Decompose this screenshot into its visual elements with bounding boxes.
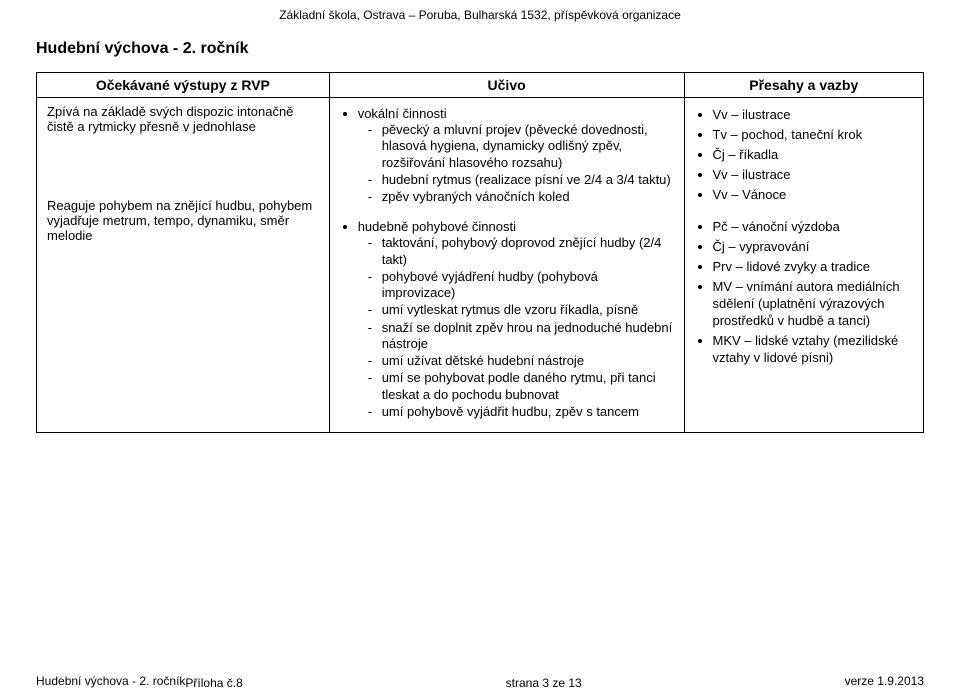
spacer <box>47 168 319 178</box>
content-group-2-label: hudebně pohybové činnosti taktování, poh… <box>358 219 674 420</box>
content-item: zpěv vybraných vánočních koled <box>382 189 674 205</box>
table-header-row: Očekávané výstupy z RVP Učivo Přesahy a … <box>37 73 924 98</box>
content-group-1-label: vokální činnosti pěvecký a mluvní projev… <box>358 106 674 205</box>
content-item: snaží se doplnit zpěv hrou na jednoduché… <box>382 320 674 353</box>
spacer <box>47 158 319 168</box>
col-header-content: Učivo <box>329 73 684 98</box>
link-item: MKV – lidské vztahy (mezilidské vztahy v… <box>713 333 914 367</box>
content-item: taktování, pohybový doprovod znějící hud… <box>382 235 674 268</box>
content-item: pěvecký a mluvní projev (pěvecké dovedno… <box>382 122 674 171</box>
footer-left-2: Příloha č.8 <box>185 676 242 690</box>
outcome-block-1: Zpívá na základě svých dispozic intonačn… <box>47 104 319 134</box>
spacer <box>47 188 319 198</box>
footer-right: verze 1.9.2013 <box>845 674 924 688</box>
content-item: umí užívat dětské hudební nástroje <box>382 353 674 369</box>
group-label: hudebně pohybové činnosti <box>358 219 516 234</box>
link-item: Vv – ilustrace <box>713 107 914 124</box>
cell-content: vokální činnosti pěvecký a mluvní projev… <box>329 98 684 433</box>
link-item: Čj – vypravování <box>713 239 914 256</box>
content-item: hudební rytmus (realizace písní ve 2/4 a… <box>382 172 674 188</box>
link-item: Prv – lidové zvyky a tradice <box>713 259 914 276</box>
link-item: Pč – vánoční výzdoba <box>713 219 914 236</box>
link-item: Čj – říkadla <box>713 147 914 164</box>
spacer <box>695 206 914 216</box>
school-header: Základní škola, Ostrava – Poruba, Bulhar… <box>36 8 924 22</box>
outcome-block-2: Reaguje pohybem na znějící hudbu, pohybe… <box>47 198 319 243</box>
content-group-2-items: taktování, pohybový doprovod znějící hud… <box>358 235 674 420</box>
content-group-1: vokální činnosti pěvecký a mluvní projev… <box>340 106 674 205</box>
content-item: umí vytleskat rytmus dle vzoru říkadla, … <box>382 302 674 318</box>
links-list-2: Pč – vánoční výzdoba Čj – vypravování Pr… <box>695 219 914 366</box>
page: Základní škola, Ostrava – Poruba, Bulhar… <box>0 0 960 698</box>
spacer <box>340 207 674 217</box>
link-item: Tv – pochod, taneční krok <box>713 127 914 144</box>
group-label: vokální činnosti <box>358 106 447 121</box>
content-group-1-items: pěvecký a mluvní projev (pěvecké dovedno… <box>358 122 674 205</box>
link-item: Vv – ilustrace <box>713 167 914 184</box>
content-item: pohybové vyjádření hudby (pohybová impro… <box>382 269 674 302</box>
footer-left-1: Hudební výchova - 2. ročník <box>36 674 185 688</box>
curriculum-table: Očekávané výstupy z RVP Učivo Přesahy a … <box>36 72 924 433</box>
page-title: Hudební výchova - 2. ročník <box>36 40 924 58</box>
cell-links: Vv – ilustrace Tv – pochod, taneční krok… <box>684 98 924 433</box>
content-item: umí pohybově vyjádřit hudbu, zpěv s tanc… <box>382 404 674 420</box>
table-body-row: Zpívá na základě svých dispozic intonačn… <box>37 98 924 433</box>
links-list-1: Vv – ilustrace Tv – pochod, taneční krok… <box>695 107 914 203</box>
content-item: umí se pohybovat podle daného rytmu, při… <box>382 370 674 403</box>
col-header-links: Přesahy a vazby <box>684 73 924 98</box>
cell-outcomes: Zpívá na základě svých dispozic intonačn… <box>37 98 330 433</box>
content-group-2: hudebně pohybové činnosti taktování, poh… <box>340 219 674 420</box>
link-item: Vv – Vánoce <box>713 187 914 204</box>
col-header-outcomes: Očekávané výstupy z RVP <box>37 73 330 98</box>
spacer <box>47 148 319 158</box>
link-item: MV – vnímání autora mediálních sdělení (… <box>713 279 914 330</box>
spacer <box>47 178 319 188</box>
page-footer: Hudební výchova - 2. ročník verze 1.9.20… <box>36 674 924 690</box>
